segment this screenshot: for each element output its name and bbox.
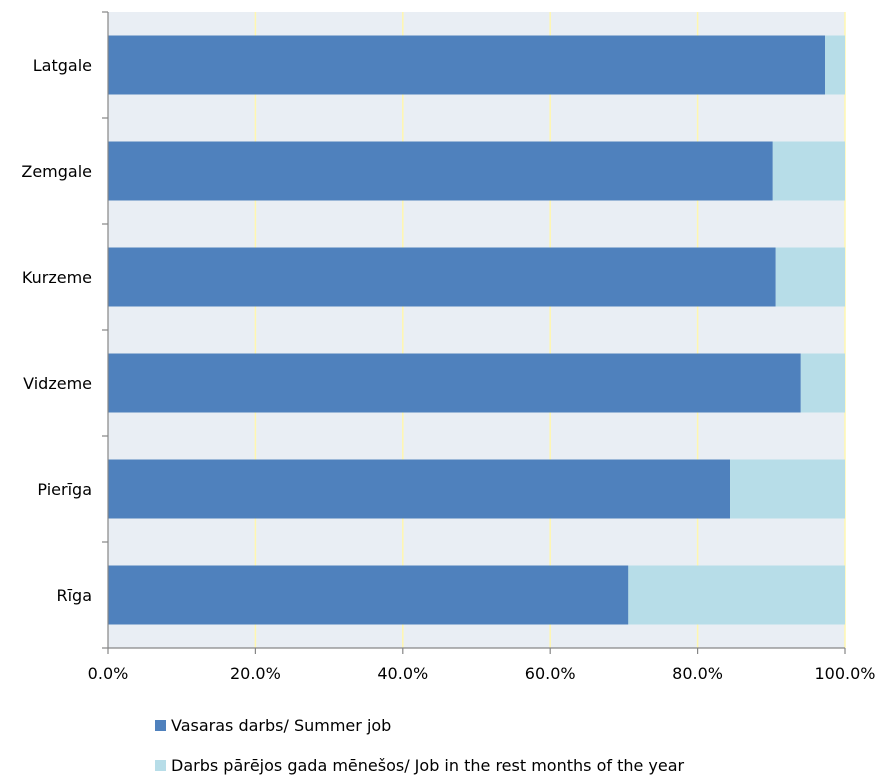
bar-summer-job-vidzeme <box>108 353 801 413</box>
bars <box>108 35 845 625</box>
bar-rest-months-job-vidzeme <box>800 353 845 413</box>
bar-rest-months-job-latgale <box>825 35 845 95</box>
category-label-kurzeme: Kurzeme <box>22 268 92 287</box>
legend-item-summer-job: Vasaras darbs/ Summer job <box>155 716 391 735</box>
bar-rest-months-job-kurzeme <box>775 247 845 307</box>
plot-area-background <box>108 12 845 648</box>
x-tick-label: 0.0% <box>88 664 129 683</box>
category-labels: Latgale Zemgale Kurzeme Vidzeme Pierīga Rīga <box>21 56 92 605</box>
bar-rest-months-job-pierīga <box>730 459 845 519</box>
bar-rest-months-job-zemgale <box>772 141 845 201</box>
bar-summer-job-kurzeme <box>108 247 776 307</box>
x-tick-label: 40.0% <box>377 664 428 683</box>
axes <box>102 11 846 654</box>
x-tick-label: 100.0% <box>814 664 875 683</box>
category-label-latgale: Latgale <box>33 56 92 75</box>
category-label-zemgale: Zemgale <box>21 162 92 181</box>
gridlines <box>254 12 846 648</box>
legend-label-rest-months-job: Darbs pārējos gada mēnešos/ Job in the r… <box>171 756 685 775</box>
category-label-pierīga: Pierīga <box>37 480 92 499</box>
x-tick-label: 20.0% <box>230 664 281 683</box>
bar-summer-job-latgale <box>108 35 826 95</box>
legend-label-summer-job: Vasaras darbs/ Summer job <box>171 716 392 735</box>
legend-swatch-rest-months-job <box>155 760 166 771</box>
bar-summer-job-pierīga <box>108 459 731 519</box>
legend-swatch-summer-job <box>155 720 166 731</box>
category-label-rīga: Rīga <box>56 586 92 605</box>
bar-summer-job-zemgale <box>108 141 773 201</box>
bar-summer-job-rīga <box>108 565 629 625</box>
bar-rest-months-job-rīga <box>628 565 845 625</box>
x-tick-label: 60.0% <box>525 664 576 683</box>
legend-item-rest-months-job: Darbs pārējos gada mēnešos/ Job in the r… <box>155 756 684 775</box>
category-label-vidzeme: Vidzeme <box>23 374 92 393</box>
x-tick-labels: 0.0% 20.0% 40.0% 60.0% 80.0% 100.0% <box>88 664 876 683</box>
x-tick-label: 80.0% <box>672 664 723 683</box>
